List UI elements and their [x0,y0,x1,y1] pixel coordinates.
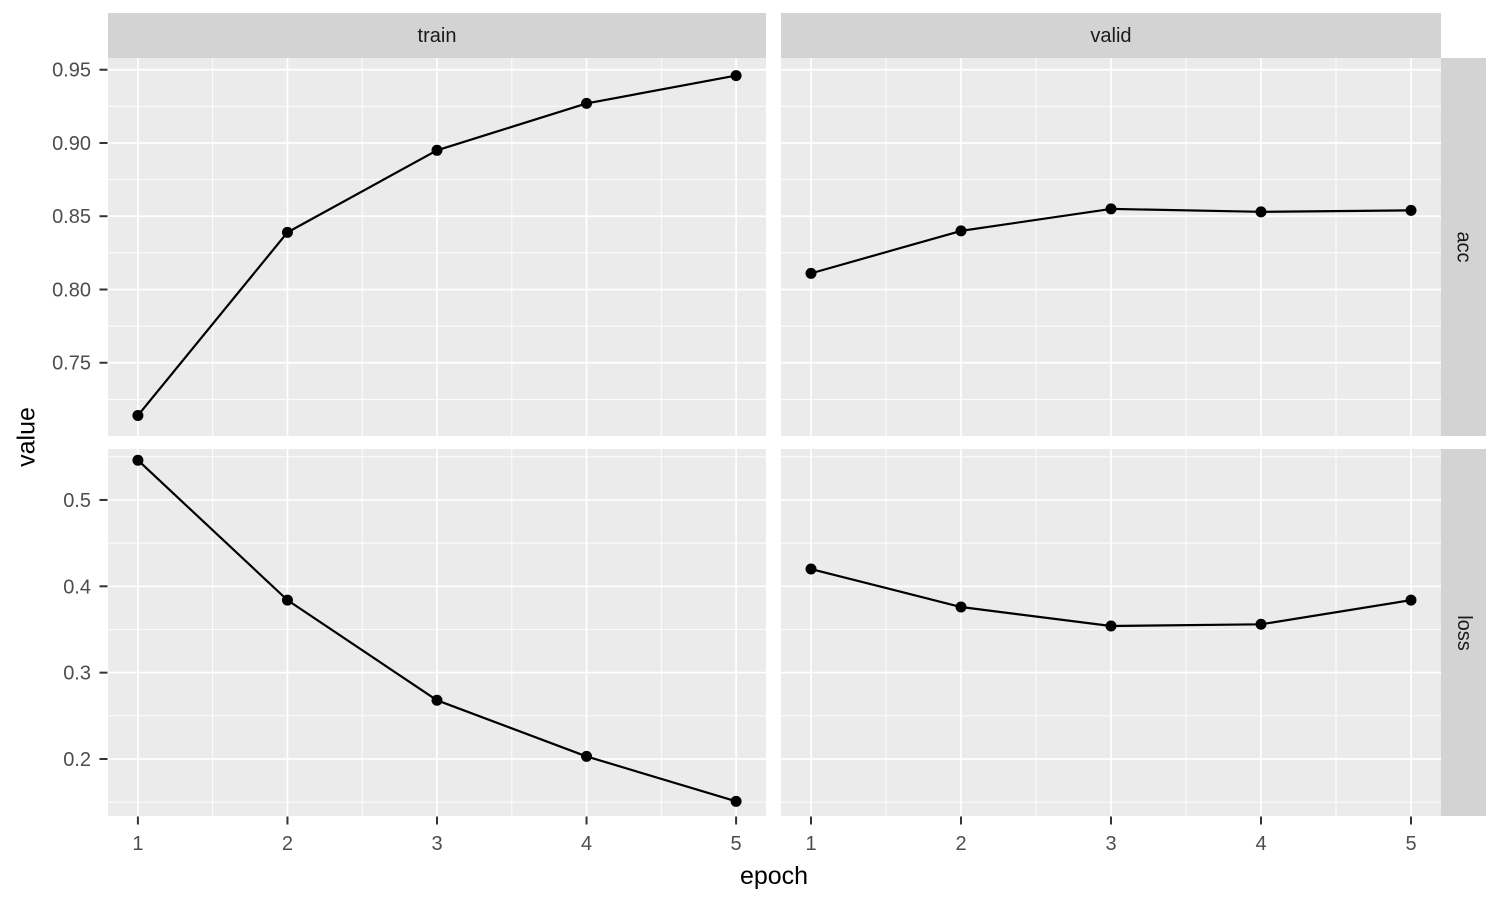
data-point-valid-acc-epoch-5 [1405,204,1417,216]
data-point-valid-acc-epoch-4 [1255,206,1267,218]
x-tick-label: 2 [282,833,293,855]
y-axis-title: value [12,407,41,467]
data-point-train-loss-epoch-2 [281,594,293,606]
y-tick-label: 0.80 [52,279,91,301]
x-tick-label: 4 [1255,833,1266,855]
x-tick-label: 3 [1105,833,1116,855]
data-point-valid-acc-epoch-2 [955,225,967,237]
facet-strip-loss: loss [1441,449,1486,816]
x-tick-label: 1 [132,833,143,855]
y-tick-label: 0.5 [63,490,91,512]
facet-strip-acc: acc [1441,58,1486,436]
y-tick-label: 0.2 [63,749,91,771]
facet-strip-train-label: train [417,24,457,47]
data-point-train-acc-epoch-5 [730,70,742,82]
x-tick-label: 5 [731,833,742,855]
facet-strip-acc-label: acc [1452,231,1475,263]
facet-strip-loss-label: loss [1452,614,1475,651]
data-point-valid-loss-epoch-2 [955,601,967,613]
facet-strip-valid: valid [781,13,1441,58]
data-point-valid-acc-epoch-3 [1105,203,1117,215]
y-tick-label: 0.85 [52,206,91,228]
data-point-train-acc-epoch-1 [132,409,144,421]
data-point-valid-loss-epoch-1 [805,563,817,575]
x-tick-label: 3 [431,833,442,855]
y-tick-label: 0.90 [52,133,91,155]
data-point-train-loss-epoch-3 [431,694,443,706]
data-point-train-acc-epoch-3 [431,144,443,156]
data-point-valid-acc-epoch-1 [805,267,817,279]
y-tick-label: 0.3 [63,663,91,685]
x-tick-label: 1 [805,833,816,855]
data-point-valid-loss-epoch-3 [1105,620,1117,632]
data-point-train-acc-epoch-4 [581,97,593,109]
data-point-train-loss-epoch-1 [132,454,144,466]
x-tick-label: 4 [581,833,592,855]
data-point-train-loss-epoch-4 [581,750,593,762]
data-point-train-loss-epoch-5 [730,795,742,807]
x-axis-title: epoch [739,862,809,890]
y-tick-label: 0.4 [63,576,91,598]
data-point-valid-loss-epoch-5 [1405,594,1417,606]
y-tick-label: 0.75 [52,353,91,375]
facet-strip-train: train [108,13,766,58]
facet-strip-valid-label: valid [1090,24,1132,47]
x-tick-label: 2 [955,833,966,855]
y-tick-label: 0.95 [52,60,91,82]
x-tick-label: 5 [1405,833,1416,855]
data-point-train-acc-epoch-2 [281,226,293,238]
data-point-valid-loss-epoch-4 [1255,618,1267,630]
